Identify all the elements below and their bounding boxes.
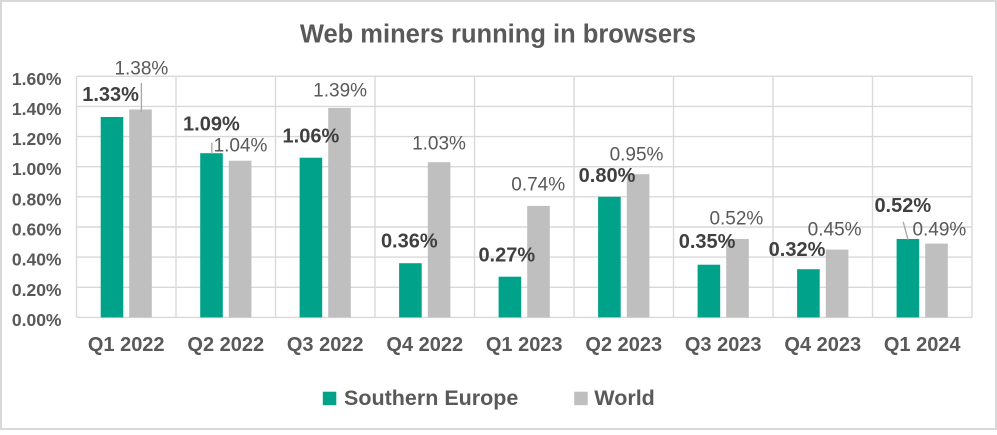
svg-text:0.74%: 0.74% [511,175,565,196]
svg-text:0.20%: 0.20% [12,280,62,300]
svg-text:Q1 2023: Q1 2023 [486,334,563,356]
svg-text:World: World [594,386,655,410]
svg-text:1.38%: 1.38% [114,59,168,80]
svg-text:Q4 2023: Q4 2023 [784,334,861,356]
svg-text:0.45%: 0.45% [808,220,862,241]
svg-text:Q3 2022: Q3 2022 [287,334,364,356]
svg-text:1.04%: 1.04% [214,136,268,157]
svg-text:1.33%: 1.33% [82,84,139,106]
svg-text:1.09%: 1.09% [183,114,240,136]
svg-text:Q1 2024: Q1 2024 [884,334,962,356]
svg-text:1.06%: 1.06% [283,126,340,148]
svg-text:0.35%: 0.35% [679,231,736,253]
svg-text:1.20%: 1.20% [12,129,62,149]
svg-text:0.95%: 0.95% [610,145,664,166]
svg-text:Southern Europe: Southern Europe [344,386,518,410]
svg-text:Q1 2022: Q1 2022 [88,334,165,356]
svg-text:0.52%: 0.52% [874,195,931,217]
svg-text:Q4 2022: Q4 2022 [386,334,463,356]
svg-text:1.00%: 1.00% [12,159,62,179]
svg-text:1.03%: 1.03% [412,133,466,154]
svg-text:1.39%: 1.39% [313,81,367,102]
svg-text:0.40%: 0.40% [12,250,62,270]
svg-text:0.00%: 0.00% [12,310,62,330]
svg-text:Q2 2023: Q2 2023 [585,334,662,356]
svg-text:0.52%: 0.52% [709,208,763,229]
svg-text:0.49%: 0.49% [912,220,966,241]
svg-text:0.80%: 0.80% [12,189,62,209]
svg-text:0.36%: 0.36% [381,231,438,253]
svg-text:Q3 2023: Q3 2023 [685,334,762,356]
svg-text:0.60%: 0.60% [12,220,62,240]
svg-text:Q2 2022: Q2 2022 [187,334,264,356]
svg-text:Web miners running in browsers: Web miners running in browsers [300,21,696,49]
svg-text:0.80%: 0.80% [579,165,636,187]
svg-text:0.32%: 0.32% [769,239,826,261]
svg-text:1.40%: 1.40% [12,99,62,119]
svg-text:0.27%: 0.27% [478,245,535,267]
svg-text:1.60%: 1.60% [12,69,62,89]
